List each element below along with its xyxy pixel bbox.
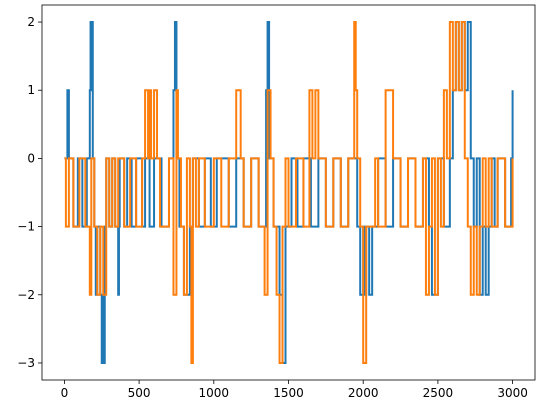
series-line-2 — [64, 21, 514, 364]
x-axis: 0 500 1000 1500 2000 2500 3000 — [61, 380, 528, 400]
y-tick-label: 0 — [27, 151, 35, 165]
x-tick-label: 2000 — [348, 386, 379, 400]
y-tick-label: −2 — [17, 288, 35, 302]
y-tick-label: −1 — [17, 220, 35, 234]
y-tick-label: −3 — [17, 356, 35, 370]
x-tick-label: 1000 — [199, 386, 230, 400]
x-tick-label: 3000 — [497, 386, 528, 400]
series-layer — [64, 21, 514, 364]
x-tick-label: 500 — [128, 386, 151, 400]
x-tick-label: 0 — [61, 386, 69, 400]
x-tick-label: 1500 — [273, 386, 304, 400]
y-tick-label: 2 — [27, 15, 35, 29]
y-axis: −3 −2 −1 0 1 2 — [17, 15, 42, 370]
x-tick-label: 2500 — [423, 386, 454, 400]
y-tick-label: 1 — [27, 83, 35, 97]
